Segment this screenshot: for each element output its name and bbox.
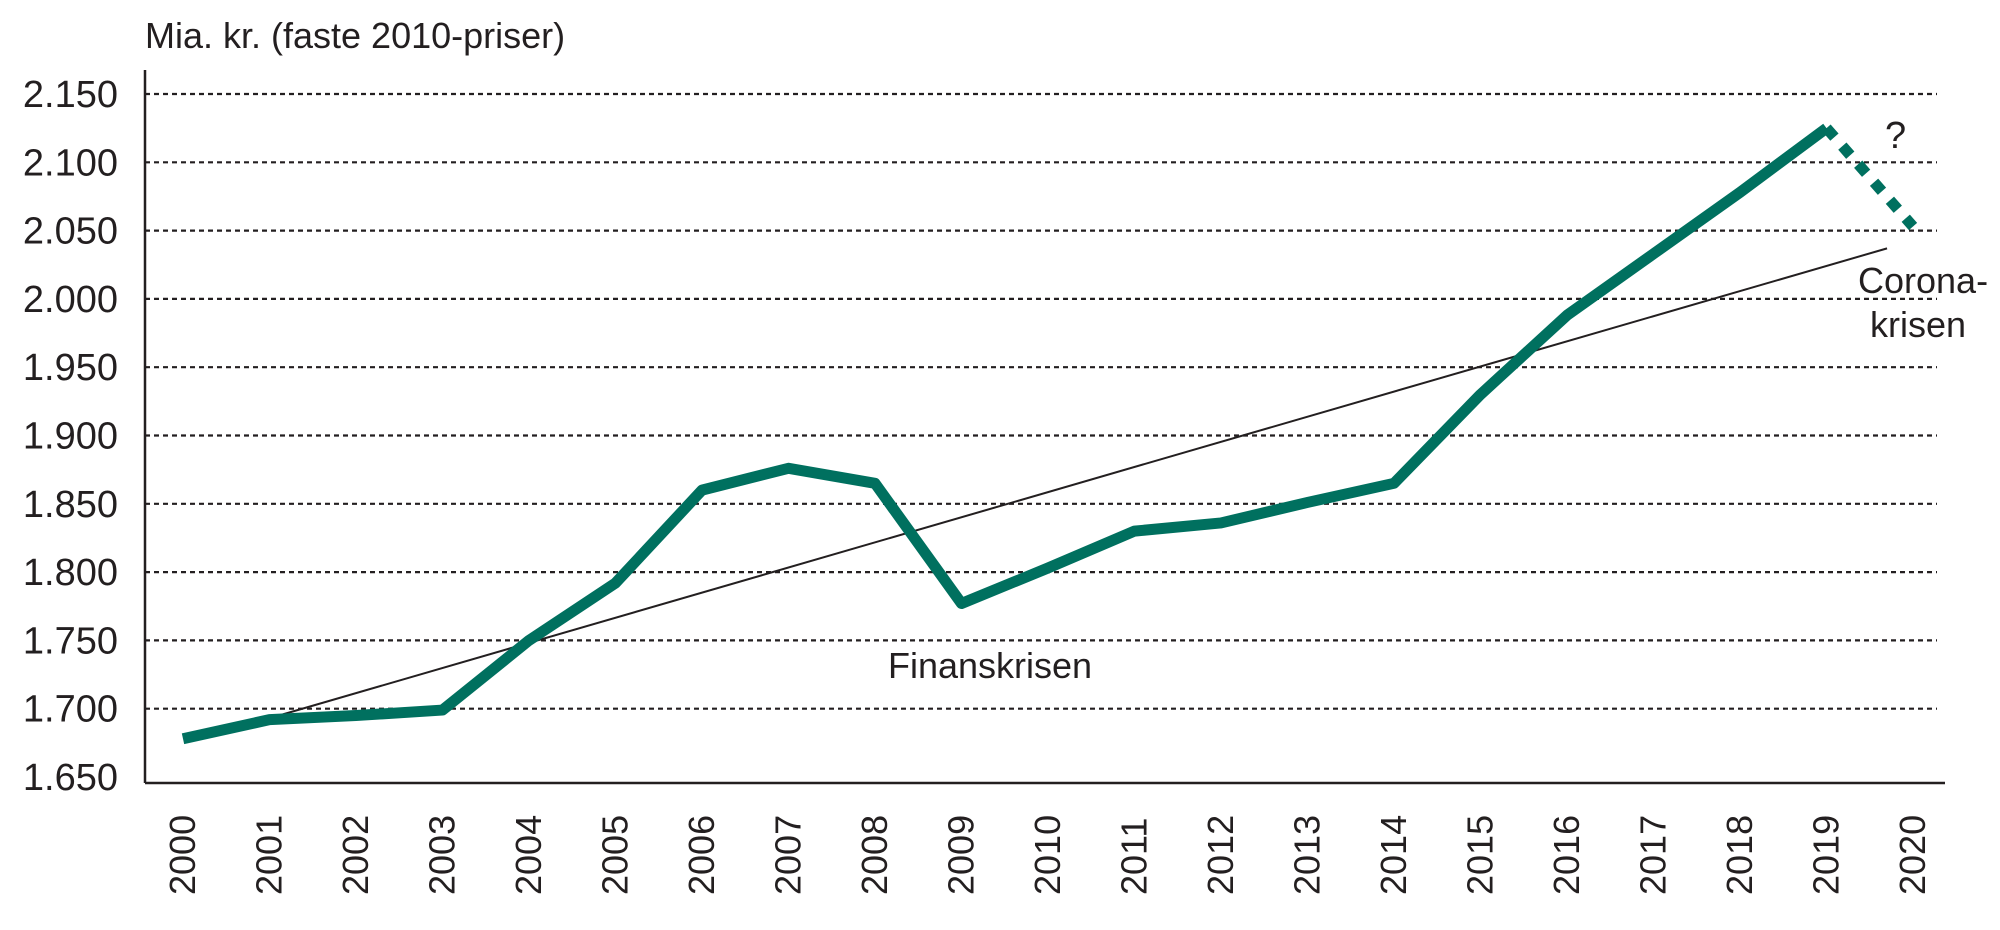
x-tick-label: 2009 xyxy=(941,815,982,895)
x-tick-label: 2003 xyxy=(422,815,463,895)
y-tick-label: 1.800 xyxy=(23,552,118,594)
x-tick-label: 2013 xyxy=(1287,815,1328,895)
x-tick-label: 2004 xyxy=(508,815,549,895)
y-tick-label: 1.700 xyxy=(23,689,118,731)
y-tick-label: 2.000 xyxy=(23,279,118,321)
y-tick-labels: 1.650 1.700 1.750 1.800 1.850 1.900 1.950 2.000… xyxy=(23,74,118,799)
x-tick-label: 2015 xyxy=(1460,815,1501,895)
x-tick-label: 2006 xyxy=(681,815,722,895)
annotation-finanskrisen: Finanskrisen xyxy=(888,645,1092,686)
x-tick-label: 2018 xyxy=(1719,815,1760,895)
x-tick-label: 2005 xyxy=(595,815,636,895)
annotation-corona-line2: krisen xyxy=(1870,304,1966,345)
x-tick-label: 2007 xyxy=(768,815,809,895)
x-tick-label: 2008 xyxy=(854,815,895,895)
x-tick-labels: 2000 2001 2002 2003 2004 2005 2006 2007 2008 2009… xyxy=(162,815,1933,895)
x-tick-label: 2002 xyxy=(335,815,376,895)
x-tick-label: 2010 xyxy=(1027,815,1068,895)
annotation-question: ? xyxy=(1885,115,1906,157)
y-tick-label: 1.900 xyxy=(23,416,118,458)
x-tick-label: 2014 xyxy=(1373,815,1414,895)
y-tick-label: 1.750 xyxy=(23,620,118,662)
annotation-corona-line1: Corona- xyxy=(1858,260,1988,301)
y-tick-label: 1.850 xyxy=(23,484,118,526)
y-tick-label: 2.150 xyxy=(23,74,118,116)
y-tick-label: 1.950 xyxy=(23,347,118,389)
x-tick-label: 2020 xyxy=(1892,815,1933,895)
x-tick-label: 2000 xyxy=(162,815,203,895)
y-tick-label: 2.050 xyxy=(23,211,118,253)
gridlines xyxy=(145,94,1937,709)
x-tick-label: 2019 xyxy=(1806,815,1847,895)
y-tick-label: 1.650 xyxy=(23,757,118,799)
x-tick-label: 2016 xyxy=(1546,815,1587,895)
x-tick-label: 2001 xyxy=(249,815,290,895)
y-axis-label: Mia. kr. (faste 2010-priser) xyxy=(145,15,565,56)
x-tick-label: 2017 xyxy=(1633,815,1674,895)
x-tick-label: 2011 xyxy=(1114,818,1155,895)
y-tick-label: 2.100 xyxy=(23,142,118,184)
x-tick-label: 2012 xyxy=(1200,815,1241,895)
